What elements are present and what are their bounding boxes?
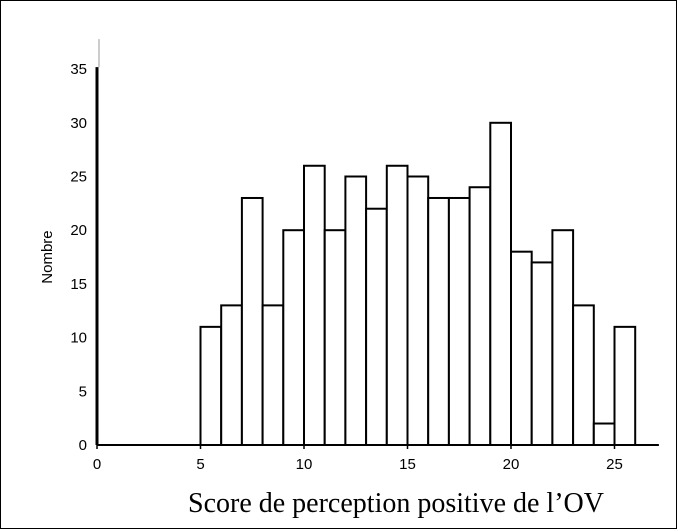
- histogram-bar-3: [240, 196, 264, 446]
- histogram-bar-4: [261, 304, 285, 446]
- histogram-bar-16: [510, 250, 533, 446]
- histogram-bar-5: [282, 229, 305, 446]
- y-ticks-group: 0 5 10 15 20 25 30 35: [70, 61, 87, 454]
- histogram-bar-9: [365, 207, 388, 446]
- y-tick-label-20: 20: [70, 222, 87, 239]
- histogram-bar-7: [323, 229, 347, 446]
- histogram-bar-15: [489, 121, 512, 447]
- y-tick-label-25: 25: [70, 169, 87, 186]
- histogram-bar-21: [613, 325, 637, 446]
- histogram-bar-2: [220, 304, 243, 446]
- histogram-bar-18: [551, 229, 575, 446]
- x-tick-label-20: 20: [503, 456, 520, 473]
- y-tick-label-10: 10: [70, 330, 87, 347]
- x-tick-label-15: 15: [399, 456, 416, 473]
- x-tick-label-0: 0: [93, 456, 101, 473]
- y-tick-label-5: 5: [79, 383, 87, 400]
- y-tick-label-35: 35: [70, 61, 87, 78]
- histogram-bar-17: [530, 261, 554, 447]
- axes-group: [95, 39, 659, 446]
- x-tick-label-5: 5: [196, 456, 204, 473]
- histogram-bar-19: [572, 304, 595, 446]
- histogram-bar-20: [592, 422, 616, 446]
- histogram-bar-1: [199, 325, 223, 446]
- x-tick-label-25: 25: [606, 456, 623, 473]
- x-ticks-group: 0 5 10 15 20 25: [93, 445, 623, 473]
- histogram-bar-10: [385, 164, 409, 446]
- y-tick-label-30: 30: [70, 115, 87, 132]
- histogram-bar-11: [406, 175, 430, 446]
- y-tick-label-15: 15: [70, 276, 87, 293]
- histogram-bar-6: [303, 164, 326, 446]
- y-axis-label: Nombre: [39, 230, 56, 283]
- histogram-bar-12: [427, 196, 450, 446]
- bars-group: [199, 121, 637, 447]
- histogram-bar-13: [447, 196, 471, 446]
- x-tick-label-10: 10: [296, 456, 313, 473]
- y-tick-label-0: 0: [79, 437, 87, 454]
- x-axis-label: Score de perception positive de l’OV: [188, 488, 604, 519]
- histogram-bar-14: [468, 186, 492, 447]
- histogram-bar-8: [344, 175, 368, 446]
